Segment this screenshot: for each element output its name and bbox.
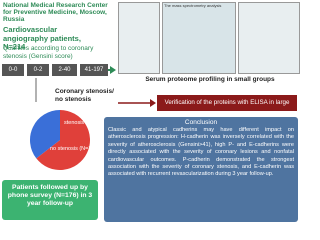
pie-label: no stenosis (N=76) bbox=[50, 146, 96, 152]
page: {"header":{"institution":"National Medic… bbox=[2, 2, 300, 222]
quartile-box: 0-0 bbox=[2, 64, 24, 76]
thumbnail bbox=[238, 2, 300, 74]
conclusion-box: Conclusion Classic and atypical cadherin… bbox=[104, 117, 298, 222]
quartiles-title: Quartiles according to coronary stenosis… bbox=[3, 45, 94, 60]
thumbnail bbox=[118, 2, 160, 74]
quartile-box: 41-197 bbox=[80, 64, 108, 76]
institution: National Medical Research Center for Pre… bbox=[3, 2, 108, 23]
pie-label: stenosis (N=138) bbox=[64, 120, 106, 126]
quartile-box: 2-40 bbox=[52, 64, 77, 76]
stenosis-title: Coronary stenosis/ no stenosis bbox=[55, 88, 114, 103]
quartile-box: 0-2 bbox=[27, 64, 49, 76]
pie-slice bbox=[36, 110, 90, 170]
conclusion-text: Classic and atypical cadherins may have … bbox=[108, 127, 294, 178]
patients: Cardiovascular angiography patients, N=2… bbox=[3, 25, 81, 51]
arrow bbox=[150, 99, 156, 107]
diagram-graphics: stenosis (N=138) no stenosis (N=76) bbox=[30, 66, 156, 170]
thumbnail bbox=[162, 2, 236, 74]
arrow bbox=[110, 66, 116, 74]
follow-up: Patients followed up by phone survey (N=… bbox=[2, 180, 98, 220]
conclusion-title: Conclusion bbox=[184, 119, 218, 126]
proteomics-caption: Serum proteome profiling in small groups bbox=[145, 76, 275, 83]
thumbnail-title: The mass spectrometry analysis bbox=[164, 3, 222, 8]
verification: Verification of the proteins with ELISA … bbox=[157, 95, 297, 122]
pie-slice bbox=[30, 110, 60, 159]
